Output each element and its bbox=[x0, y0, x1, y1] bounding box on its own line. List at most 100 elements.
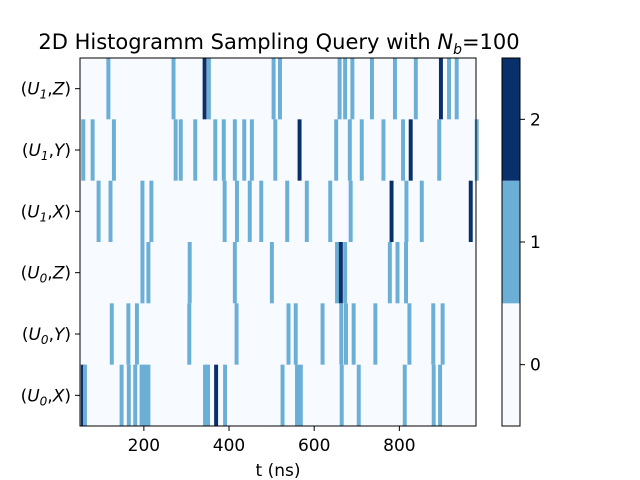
heatmap-cell bbox=[454, 58, 459, 120]
y-tick-label: (U1,Z) bbox=[21, 80, 71, 102]
heatmap-cell bbox=[392, 58, 397, 120]
x-tick-label: 400 bbox=[213, 436, 245, 456]
heatmap-cell bbox=[242, 119, 247, 181]
chart-title-variable: N bbox=[437, 30, 453, 54]
heatmap-cell bbox=[80, 364, 85, 426]
heatmap-cell bbox=[81, 119, 86, 181]
x-axis-label: t (ns) bbox=[256, 461, 301, 480]
heatmap-cell bbox=[328, 180, 333, 242]
heatmap-cell bbox=[413, 58, 418, 120]
heatmap-cell bbox=[348, 180, 353, 242]
y-tick-label: (U1,X) bbox=[21, 202, 71, 224]
y-tick-label: (U0,Y) bbox=[22, 325, 71, 347]
heatmap-cell bbox=[381, 119, 386, 181]
heatmap-cell bbox=[419, 180, 424, 242]
colorbar: 0 1 2 bbox=[501, 57, 541, 427]
heatmap-cell bbox=[280, 364, 285, 426]
colorbar-segment bbox=[502, 303, 520, 426]
heatmap-cell bbox=[334, 119, 339, 181]
heatmap-cell bbox=[247, 180, 252, 242]
chart-title-subscript: b bbox=[453, 42, 462, 58]
plot-area bbox=[79, 57, 479, 427]
heatmap-cell bbox=[249, 119, 254, 181]
heatmap-cell bbox=[271, 58, 276, 120]
heatmap-cell bbox=[146, 242, 151, 304]
heatmap-cell bbox=[140, 242, 145, 304]
heatmap-cell bbox=[408, 119, 413, 181]
heatmap-cell bbox=[140, 180, 145, 242]
heatmap-cell bbox=[187, 242, 192, 304]
plot-frame bbox=[79, 57, 477, 427]
heatmap-cell bbox=[404, 180, 409, 242]
colorbar-segment bbox=[502, 180, 520, 304]
heatmap-cell bbox=[187, 303, 192, 365]
heatmap-cell bbox=[223, 364, 228, 426]
heatmap-cell bbox=[438, 364, 443, 426]
heatmap-cell bbox=[431, 303, 436, 365]
heatmap-cell bbox=[347, 119, 352, 181]
heatmap-cell bbox=[404, 242, 408, 304]
heatmap-cell bbox=[232, 119, 237, 181]
heatmap-cell bbox=[343, 58, 348, 120]
heatmap-cell bbox=[202, 58, 207, 120]
heatmap-cell bbox=[339, 303, 344, 365]
heatmap-cell bbox=[222, 180, 227, 242]
heatmap-cell bbox=[214, 364, 219, 426]
chart-title-suffix: =100 bbox=[462, 30, 520, 54]
heatmap-cell bbox=[298, 364, 303, 426]
heatmap-cell bbox=[173, 119, 178, 181]
heatmap-cell bbox=[90, 119, 95, 181]
heatmap-cell bbox=[82, 364, 87, 426]
x-tick-label: 200 bbox=[128, 436, 160, 456]
heatmap-cell bbox=[350, 58, 355, 120]
heatmap-cell bbox=[401, 119, 406, 181]
heatmap-cell bbox=[407, 303, 412, 365]
heatmap-cell bbox=[269, 242, 274, 304]
heatmap-cell bbox=[356, 364, 361, 426]
heatmap-cell bbox=[335, 242, 340, 304]
heatmap-cell bbox=[343, 242, 348, 304]
heatmap-cell bbox=[293, 303, 298, 365]
x-tick-label: 600 bbox=[298, 436, 330, 456]
heatmap-cell bbox=[108, 180, 113, 242]
heatmap-cell bbox=[297, 119, 302, 181]
heatmap-cell bbox=[286, 303, 291, 365]
heatmap-cell bbox=[351, 303, 356, 365]
x-axis: 200 400 600 800 bbox=[128, 426, 416, 456]
heatmap-cell bbox=[126, 303, 131, 365]
heatmap-cell bbox=[440, 303, 445, 365]
heatmap-cell bbox=[109, 303, 114, 365]
y-tick-label: (U0,X) bbox=[21, 386, 71, 408]
y-axis: (U1,Z) (U1,Y) (U1,X) (U0,Z) (U0,Y) (U0,X) bbox=[21, 80, 80, 408]
heatmap-cell bbox=[285, 180, 290, 242]
heatmap-cell bbox=[431, 364, 436, 426]
heatmap-cell bbox=[438, 58, 443, 120]
heatmap-cell bbox=[193, 119, 198, 181]
heatmap-cell bbox=[232, 242, 237, 304]
heatmap-cell bbox=[447, 58, 452, 120]
heatmap-cell bbox=[213, 119, 218, 181]
chart-title-text: 2D Histogramm Sampling Query with bbox=[38, 30, 437, 54]
heatmap-cell bbox=[149, 180, 154, 242]
colorbar-tick-label: 1 bbox=[530, 233, 541, 253]
y-tick-label: (U0,Z) bbox=[21, 264, 71, 286]
heatmap-cell bbox=[338, 242, 343, 304]
heatmap-cell bbox=[146, 364, 151, 426]
heatmap-cell bbox=[278, 58, 282, 120]
heatmap-cell bbox=[437, 119, 442, 181]
heatmap-cell bbox=[337, 58, 342, 120]
heatmap-cell bbox=[295, 364, 299, 426]
colorbar-tick-label: 2 bbox=[530, 110, 541, 130]
heatmap-cell bbox=[178, 119, 183, 181]
heatmap-cell bbox=[304, 180, 309, 242]
heatmap-cell bbox=[139, 364, 144, 426]
heatmap-cell bbox=[259, 180, 264, 242]
heatmap-cell bbox=[203, 364, 208, 426]
heatmap-cell bbox=[126, 364, 131, 426]
heatmap-cell bbox=[369, 58, 374, 120]
heatmap-cell bbox=[143, 364, 147, 426]
heatmap-cell bbox=[134, 303, 139, 365]
heatmap-cell bbox=[402, 364, 407, 426]
x-tick-label: 800 bbox=[383, 436, 415, 456]
